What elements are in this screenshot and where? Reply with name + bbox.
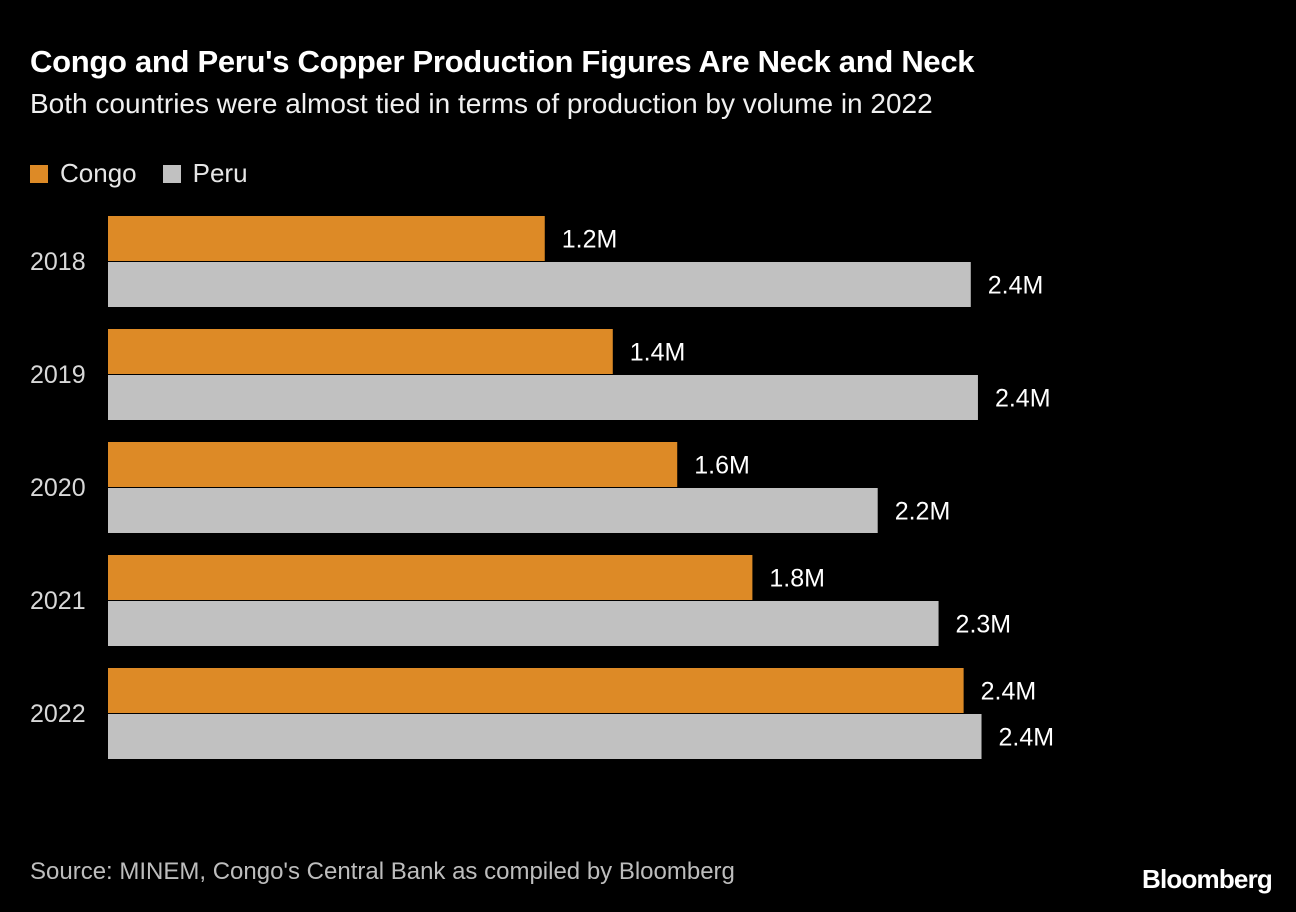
- bar-peru-2020: [108, 488, 878, 533]
- data-label-peru-2019: 2.4M: [995, 385, 1051, 413]
- bar-congo-2022: [108, 668, 964, 713]
- source-note: Source: MINEM, Congo's Central Bank as c…: [30, 858, 735, 885]
- bar-peru-2019: [108, 375, 978, 420]
- chart-title: Congo and Peru's Copper Production Figur…: [30, 44, 975, 79]
- data-label-peru-2022: 2.4M: [999, 724, 1055, 752]
- category-label-2018: 2018: [30, 248, 86, 276]
- category-label-2021: 2021: [30, 587, 86, 615]
- chart-subtitle: Both countries were almost tied in terms…: [30, 88, 933, 119]
- bar-peru-2018: [108, 262, 971, 307]
- data-label-congo-2020: 1.6M: [694, 452, 750, 480]
- legend-item-congo: Congo: [30, 158, 137, 189]
- bar-congo-2019: [108, 329, 613, 374]
- data-label-peru-2018: 2.4M: [988, 272, 1044, 300]
- category-label-2022: 2022: [30, 700, 86, 728]
- data-label-congo-2019: 1.4M: [630, 339, 686, 367]
- bar-peru-2022: [108, 714, 982, 759]
- category-label-2019: 2019: [30, 361, 86, 389]
- category-label-2020: 2020: [30, 474, 86, 502]
- legend-label-congo: Congo: [60, 158, 137, 188]
- bar-congo-2018: [108, 216, 545, 261]
- data-label-congo-2021: 1.8M: [769, 565, 825, 593]
- bar-peru-2021: [108, 601, 939, 646]
- data-label-congo-2018: 1.2M: [562, 226, 618, 254]
- bar-congo-2020: [108, 442, 678, 487]
- legend: Congo Peru: [30, 158, 248, 189]
- bar-congo-2021: [108, 555, 753, 600]
- legend-swatch-congo: [30, 164, 48, 183]
- data-label-congo-2022: 2.4M: [981, 678, 1037, 706]
- bloomberg-logo: Bloomberg: [1141, 864, 1273, 894]
- legend-swatch-peru: [162, 164, 181, 183]
- legend-label-peru: Peru: [192, 158, 248, 188]
- legend-item-peru: Peru: [162, 158, 248, 189]
- data-label-peru-2021: 2.3M: [956, 611, 1012, 639]
- data-label-peru-2020: 2.2M: [895, 498, 951, 526]
